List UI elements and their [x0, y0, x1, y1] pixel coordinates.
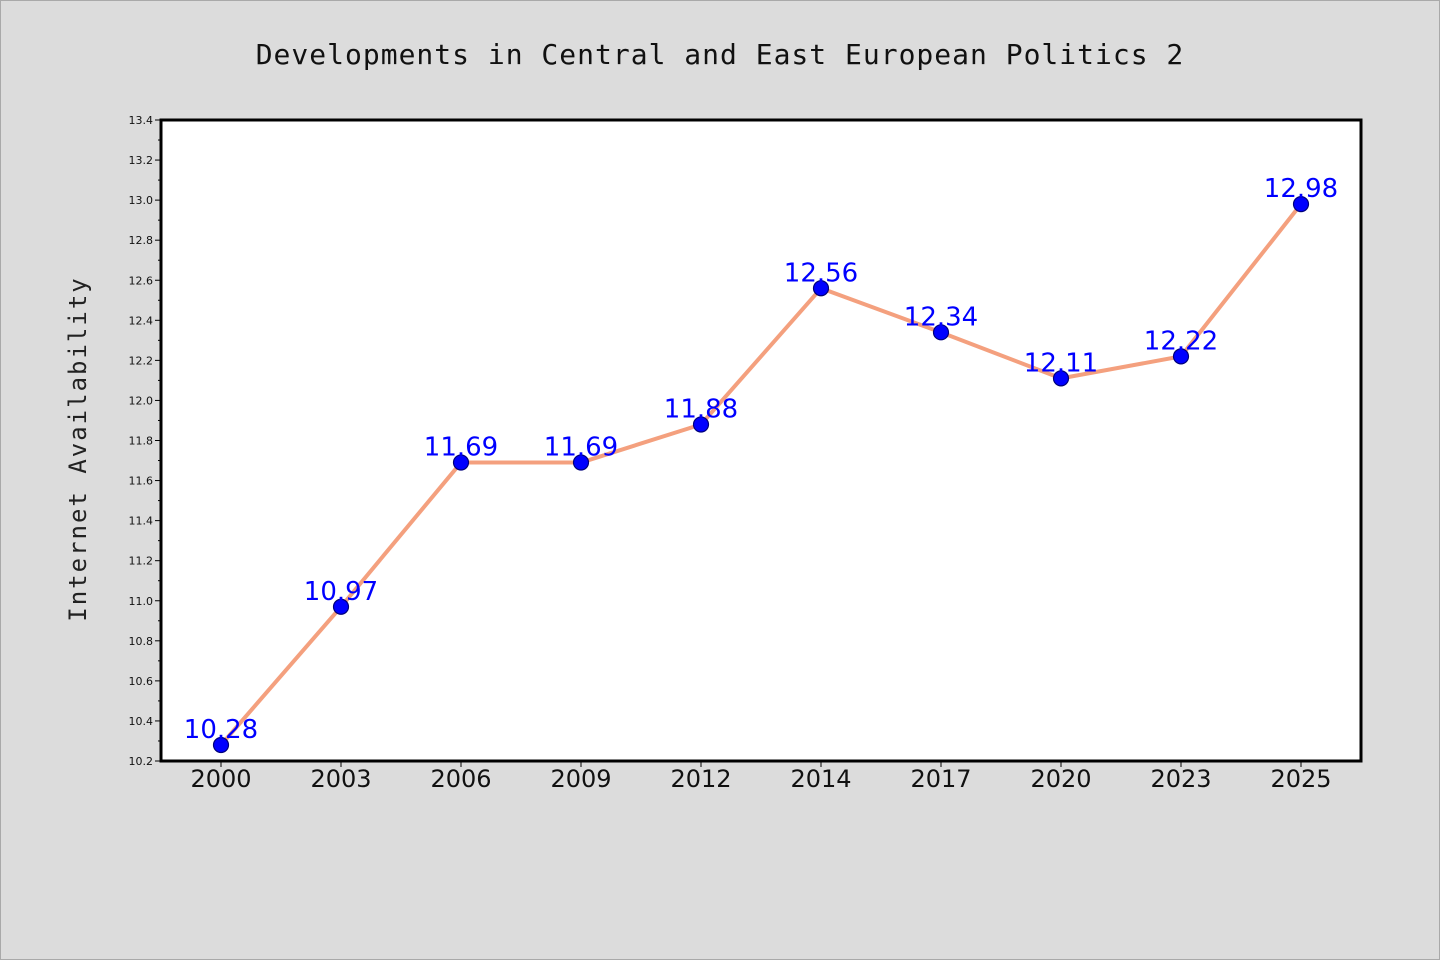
plot-area — [161, 120, 1361, 761]
y-tick-label: 12.0 — [129, 394, 154, 407]
data-point — [932, 324, 950, 341]
data-label: 12.34 — [904, 302, 978, 332]
x-tick-label: 2000 — [190, 765, 251, 793]
y-tick-label: 11.6 — [129, 475, 154, 488]
y-tick-label: 11.8 — [129, 435, 154, 448]
data-point — [812, 280, 830, 297]
series — [219, 202, 1303, 747]
y-axis: 10.2 10.4 10.6 10.8 11.0 11.2 11.4 11.6 11.8 12.0… — [129, 114, 161, 768]
y-tick-label: 12.2 — [129, 354, 154, 367]
data-label: 11.69 — [544, 433, 618, 463]
x-axis: 2000 2003 2006 2009 2012 2014 2017 2020 2023 2025 — [190, 761, 1332, 793]
y-tick-label: 10.6 — [129, 675, 154, 688]
y-tick-label: 10.8 — [129, 635, 154, 648]
data-point — [1292, 196, 1310, 213]
y-tick-label: 13.4 — [129, 114, 154, 127]
data-label: 10.97 — [304, 577, 378, 607]
data-label: 12.11 — [1024, 348, 1098, 378]
y-tick-label: 11.4 — [129, 515, 154, 528]
y-tick-label: 10.4 — [129, 715, 154, 728]
x-tick-label: 2003 — [310, 765, 371, 793]
x-tick-label: 2014 — [790, 765, 851, 793]
y-tick-label: 11.2 — [129, 555, 154, 568]
x-tick-label: 2009 — [550, 765, 611, 793]
data-point — [1052, 370, 1070, 387]
data-point — [572, 454, 590, 471]
data-point — [212, 736, 230, 754]
series-line — [219, 202, 1303, 747]
x-tick-label: 2020 — [1030, 765, 1091, 793]
data-labels: 10.28 10.97 11.69 11.69 11.88 12.56 12.34 12.11… — [184, 174, 1338, 745]
x-tick-label: 2023 — [1150, 765, 1211, 793]
data-label: 12.98 — [1264, 174, 1338, 204]
data-point — [1172, 348, 1190, 365]
y-tick-label: 13.0 — [129, 194, 154, 207]
x-tick-label: 2025 — [1270, 765, 1331, 793]
y-axis-label: Internet Availability — [64, 276, 92, 621]
y-tick-label: 10.2 — [129, 755, 154, 768]
plot-frame — [159, 118, 1363, 763]
y-tick-label: 12.4 — [129, 314, 154, 327]
data-point — [332, 598, 350, 615]
y-tick-label: 12.8 — [129, 234, 154, 247]
y-tick-label: 12.6 — [129, 274, 154, 287]
y-tick-label: 11.0 — [129, 595, 154, 608]
data-label: 12.22 — [1144, 326, 1218, 356]
y-tick-label: 13.2 — [129, 154, 154, 167]
x-tick-label: 2006 — [430, 765, 491, 793]
data-point — [692, 416, 710, 433]
x-tick-label: 2017 — [910, 765, 971, 793]
data-label: 12.56 — [784, 258, 858, 288]
data-label: 11.88 — [664, 394, 738, 424]
x-tick-label: 2012 — [670, 765, 731, 793]
data-point — [452, 454, 470, 471]
data-label: 11.69 — [424, 433, 498, 463]
markers — [212, 196, 1310, 754]
data-label: 10.28 — [184, 715, 258, 745]
chart-title: Developments in Central and East Europea… — [256, 38, 1185, 71]
